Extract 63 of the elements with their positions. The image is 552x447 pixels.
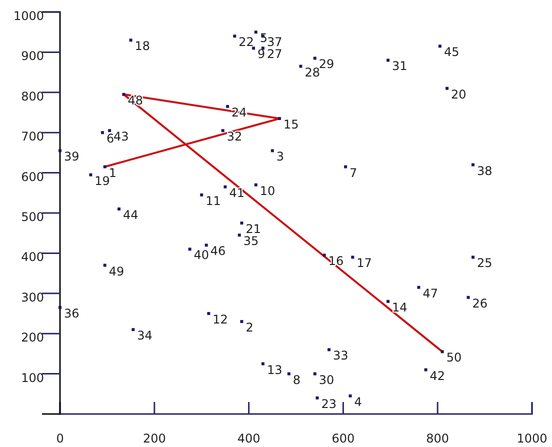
annotation: 31 [392, 59, 408, 74]
y-tick-label: 100 [21, 370, 44, 385]
annotation: 27 [266, 47, 282, 62]
annotation: 15 [283, 118, 299, 132]
y-tick-label: 700 [21, 130, 44, 144]
annotation: 23 [321, 396, 337, 411]
y-tick-label: 1000 [13, 9, 44, 23]
annotation: 50 [446, 350, 462, 365]
annotation: 29 [318, 57, 334, 72]
annotation: 43 [114, 130, 129, 144]
annotation: 14 [392, 300, 408, 314]
annotation: 34 [137, 328, 152, 343]
annotation: 2 [246, 320, 254, 335]
y-tick-label: 600 [21, 170, 44, 184]
y-tick-label: 300 [21, 290, 44, 304]
annotation: 4 [354, 394, 362, 409]
annotation: 47 [422, 286, 438, 300]
annotation: 8 [292, 372, 301, 387]
annotation: 37 [266, 35, 282, 50]
annotation: 45 [444, 45, 460, 60]
annotation: 28 [304, 65, 320, 80]
y-tick-label: 200 [21, 330, 44, 345]
annotation: 41 [229, 186, 244, 200]
annotation: 21 [246, 222, 261, 236]
x-tick-label: 600 [332, 432, 355, 446]
annotation: 32 [226, 130, 242, 144]
annotation: 10 [260, 184, 276, 198]
annotation: 38 [477, 164, 492, 178]
x-tick-label: 200 [142, 432, 166, 446]
annotation: 35 [243, 234, 259, 248]
annotation: 11 [206, 194, 221, 208]
annotation: 12 [212, 312, 228, 326]
annotation: 9 [258, 47, 266, 62]
annotation: 46 [210, 244, 226, 258]
x-tick-label: 1000 [516, 432, 548, 446]
annotation: 18 [134, 39, 150, 54]
x-tick-label: 800 [426, 432, 450, 446]
annotation: 16 [328, 254, 344, 268]
annotation: 1 [108, 166, 116, 180]
annotation: 13 [266, 362, 282, 377]
annotation: 19 [94, 174, 110, 188]
annotation: 40 [194, 248, 210, 262]
y-tick-label: 900 [21, 49, 44, 64]
annotation: 39 [64, 150, 80, 164]
annotation: 30 [318, 372, 334, 387]
annotation: 3 [276, 150, 284, 164]
annotation: 42 [430, 368, 446, 383]
annotation: 7 [350, 166, 358, 180]
annotation: 20 [451, 87, 466, 102]
annotation: 25 [477, 256, 492, 270]
x-tick-label: 400 [237, 432, 260, 446]
annotation: 49 [108, 264, 124, 278]
x-tick-label: 0 [56, 432, 64, 446]
y-tick-label: 800 [21, 89, 44, 104]
y-tick-label: 400 [21, 250, 44, 264]
annotation: 26 [472, 296, 488, 310]
y-tick-label: 500 [21, 210, 44, 224]
annotation: 22 [238, 35, 254, 50]
annotation: 36 [64, 306, 80, 320]
annotation: 44 [123, 208, 138, 222]
annotation: 6 [106, 132, 114, 146]
annotation: 33 [333, 348, 348, 363]
annotation: 17 [356, 256, 372, 270]
